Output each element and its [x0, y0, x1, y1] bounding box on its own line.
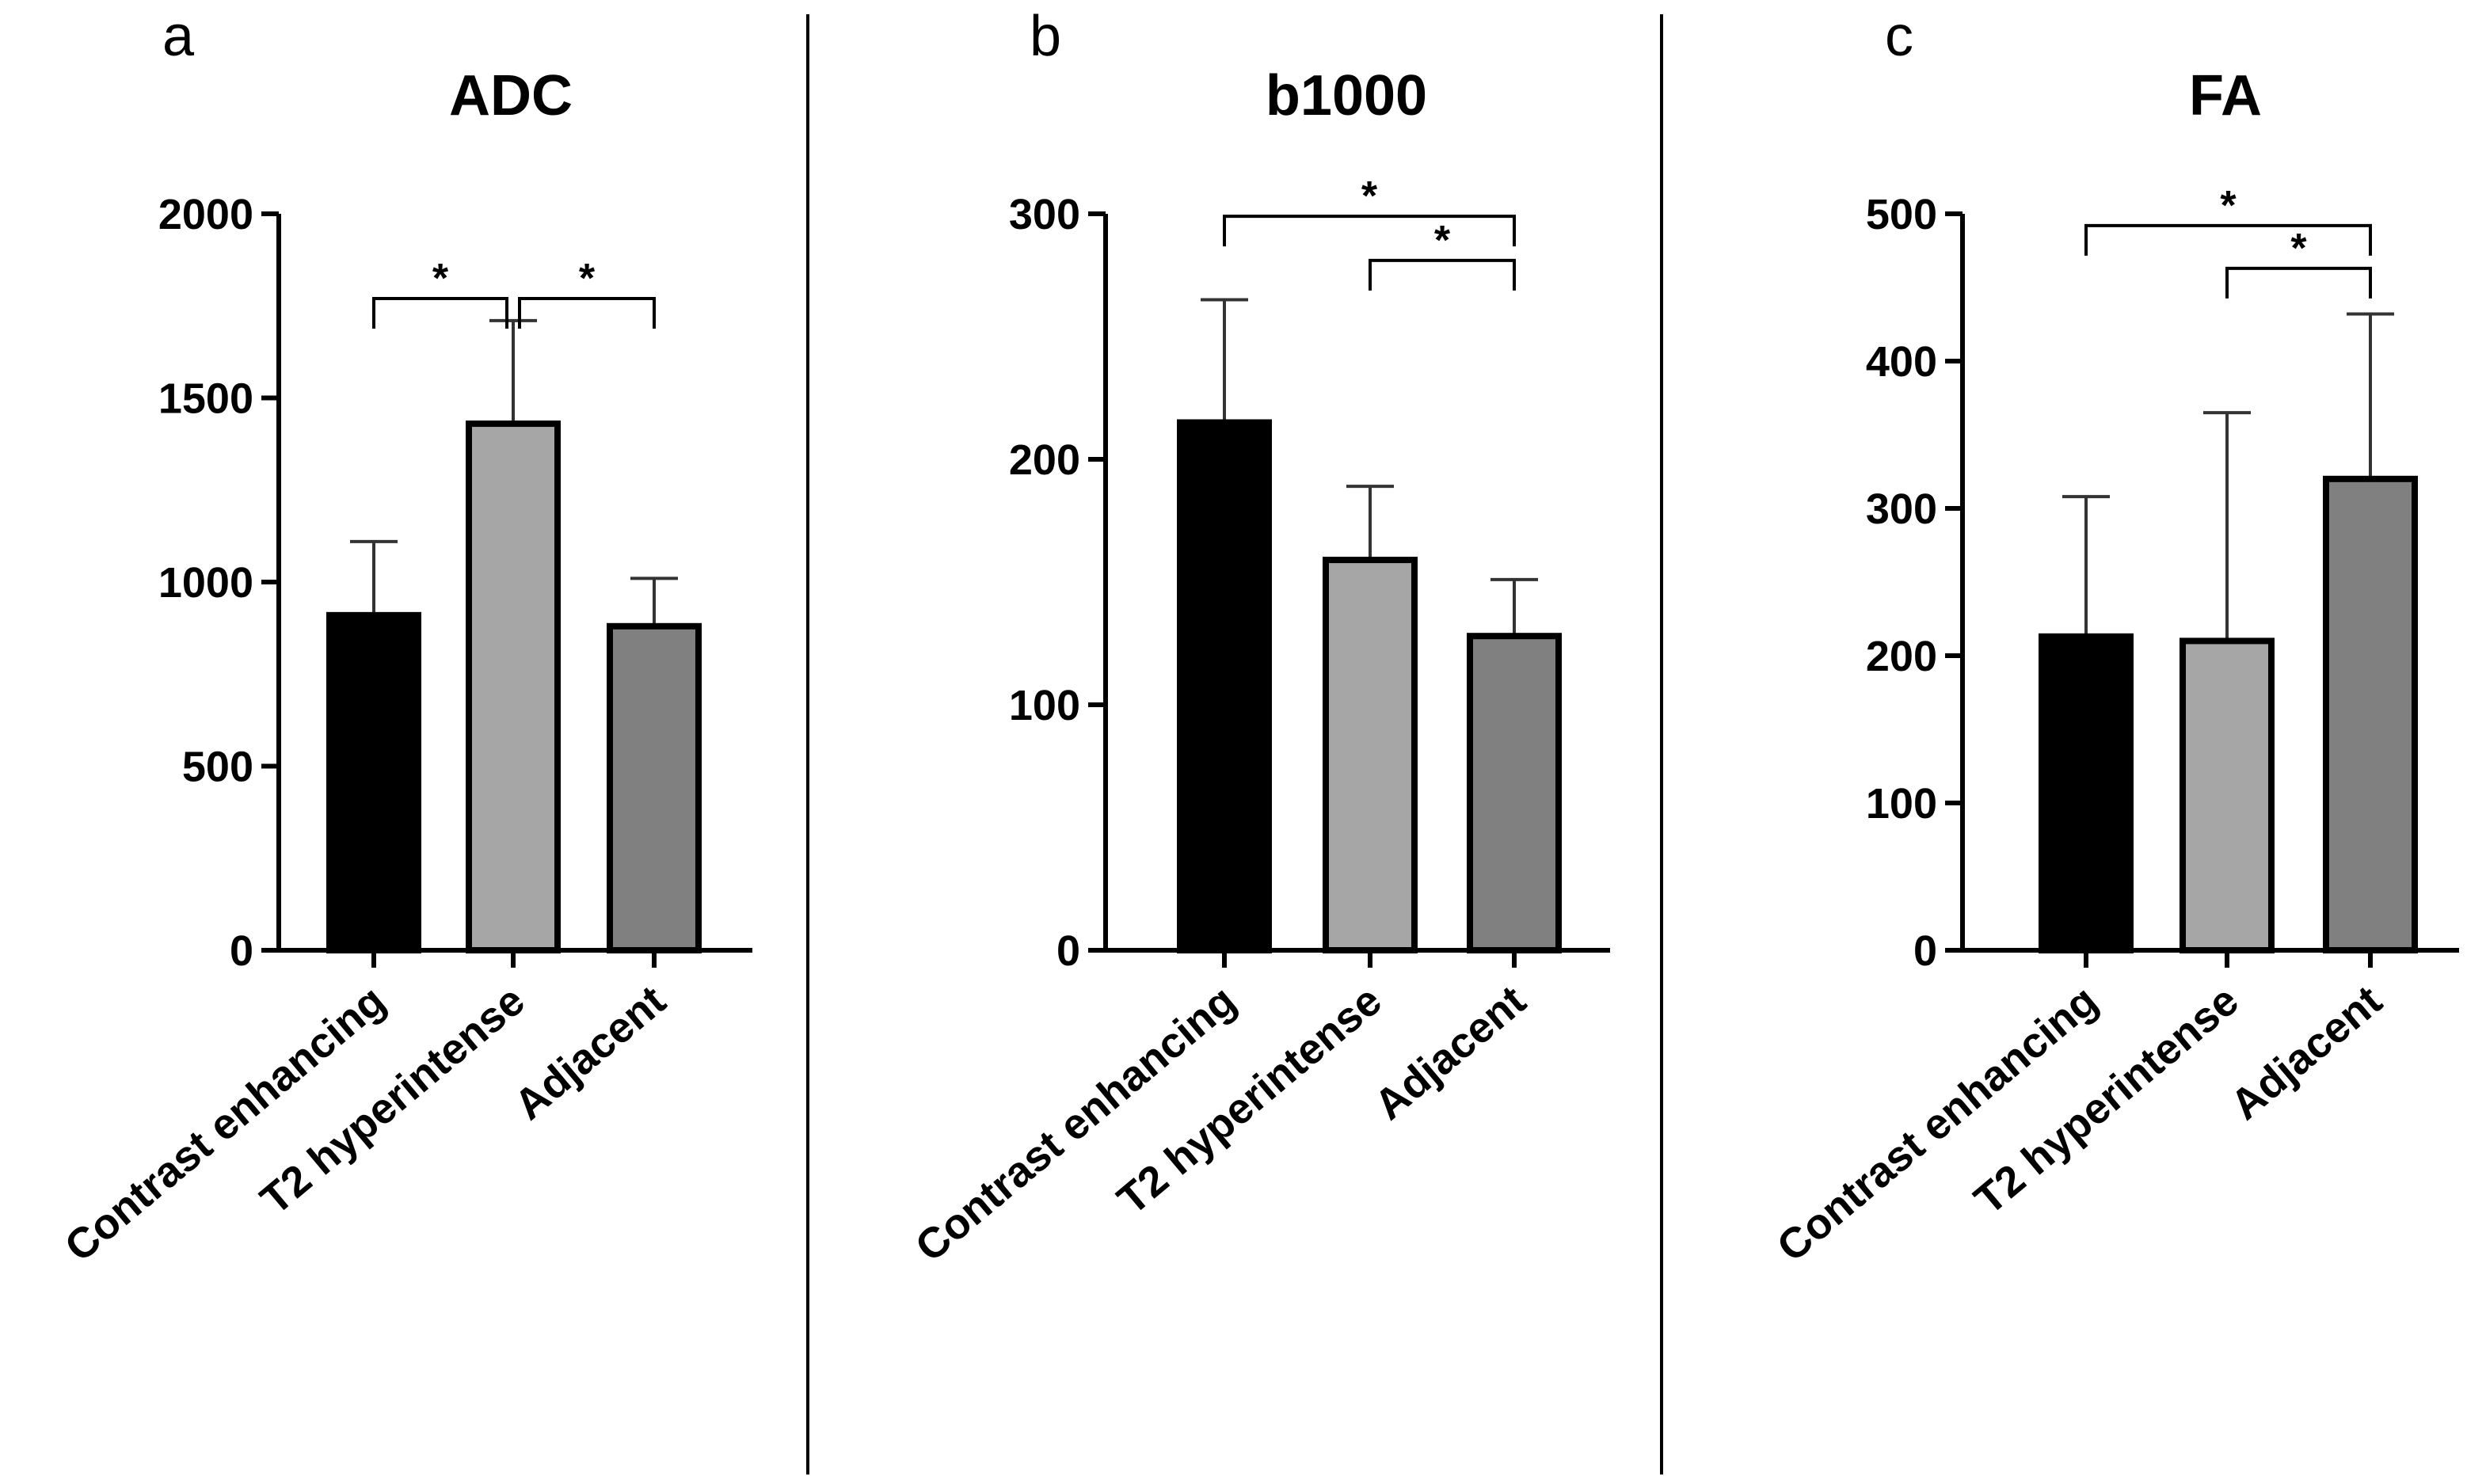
y-tick-label: 100 [1866, 780, 1937, 828]
category-label: T2 hyperintense [1966, 976, 2248, 1223]
significance-bracket [518, 296, 656, 329]
significance-bracket [372, 296, 508, 329]
chart-title: ADC [449, 64, 573, 127]
panel-letter: b [1030, 5, 1061, 68]
y-tick-label: 0 [1056, 927, 1080, 975]
panel-letter: a [162, 5, 195, 68]
y-tick-label: 0 [230, 927, 253, 975]
category-label: Adjacent [505, 976, 674, 1129]
significance-bracket [1369, 258, 1516, 291]
bar [1177, 419, 1272, 953]
significance-bracket [1223, 215, 1516, 247]
significance-label: * [1434, 218, 1451, 264]
significance-bracket [2084, 223, 2372, 256]
y-tick-label: 500 [1866, 191, 1937, 238]
y-tick-label: 400 [1866, 338, 1937, 386]
y-tick-label: 300 [1009, 191, 1080, 238]
y-tick-label: 0 [1913, 927, 1937, 975]
bar [2039, 633, 2134, 953]
chart-title: b1000 [1266, 64, 1427, 127]
panel-letter: c [1885, 5, 1913, 68]
bar [2323, 475, 2418, 953]
y-tick-label: 1500 [158, 375, 253, 423]
y-tick-label: 200 [1009, 436, 1080, 484]
y-tick-label: 300 [1866, 485, 1937, 533]
significance-label: * [2290, 226, 2307, 272]
category-label: Adjacent [2221, 976, 2390, 1129]
y-tick-label: 1000 [158, 559, 253, 607]
bar [1323, 557, 1418, 953]
significance-label: * [432, 256, 449, 302]
significance-bracket [2225, 266, 2372, 299]
y-tick-label: 500 [182, 744, 253, 791]
category-label: Adjacent [1365, 976, 1534, 1129]
bar [2180, 637, 2275, 954]
category-label: T2 hyperintense [1109, 976, 1391, 1223]
significance-label: * [1361, 173, 1378, 219]
y-tick-label: 2000 [158, 191, 253, 238]
bar [1467, 633, 1562, 953]
bar [466, 420, 561, 953]
significance-label: * [579, 256, 596, 302]
bar [607, 622, 702, 953]
chart-title: FA [2189, 64, 2262, 127]
y-tick-label: 100 [1009, 682, 1080, 729]
y-tick-label: 200 [1866, 633, 1937, 680]
bar [326, 611, 421, 953]
significance-label: * [2220, 183, 2237, 229]
